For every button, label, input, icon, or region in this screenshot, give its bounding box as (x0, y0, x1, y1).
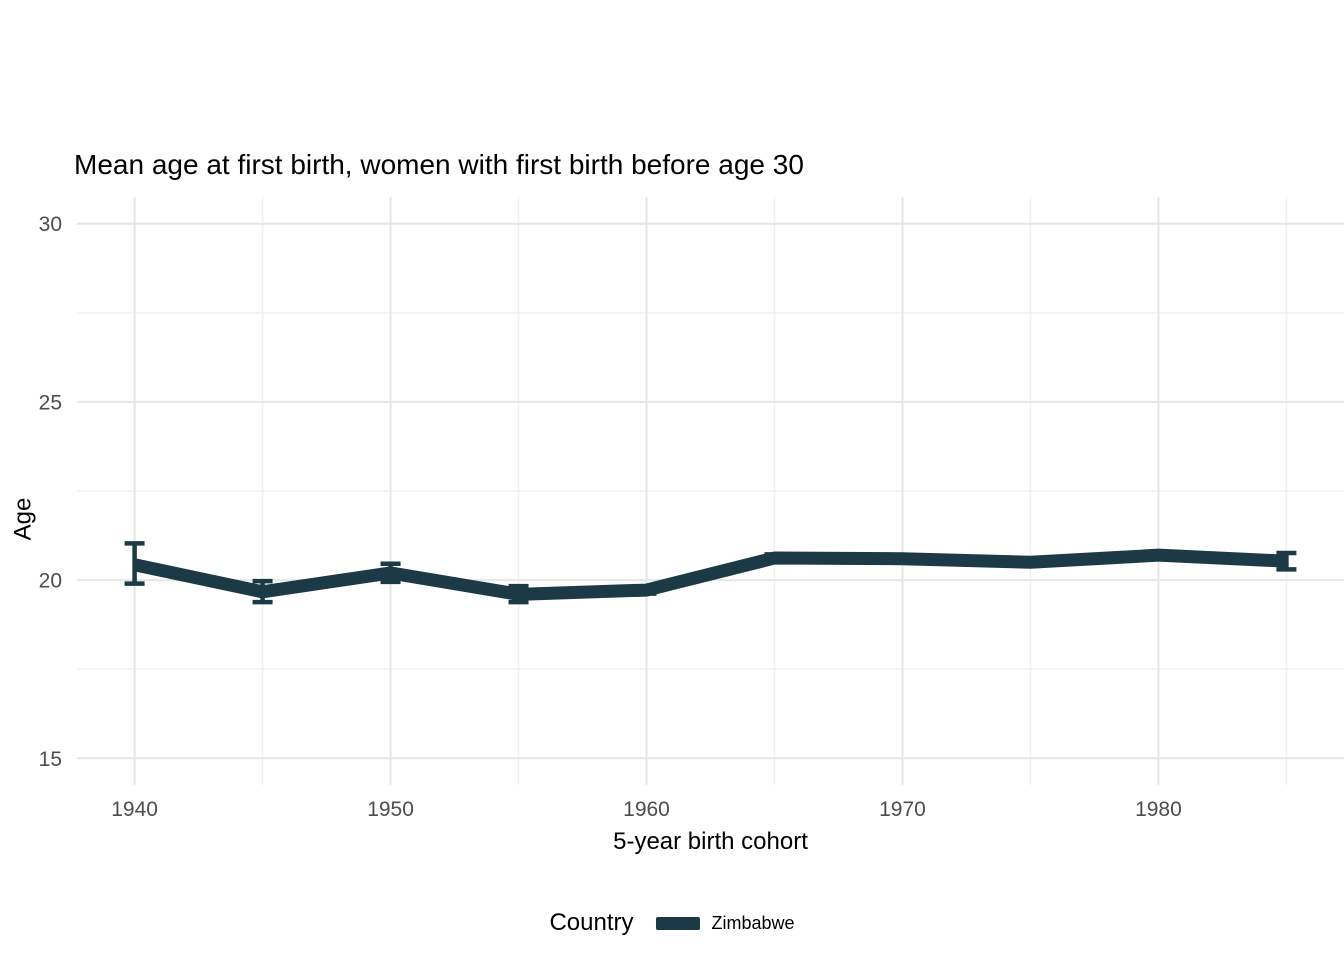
chart-title: Mean age at first birth, women with firs… (74, 149, 804, 180)
legend: Country Zimbabwe (0, 903, 1344, 943)
y-axis-title: Age (9, 497, 37, 541)
y-tick-label: 20 (39, 570, 62, 593)
x-tick-label: 1970 (879, 798, 926, 821)
data-line-zimbabwe (133, 548, 1287, 601)
x-tick-label: 1980 (1135, 798, 1182, 821)
y-tick-label: 15 (39, 748, 62, 771)
x-axis-title: 5-year birth cohort (613, 828, 808, 855)
y-tick-label: 30 (39, 213, 62, 236)
legend-title: Country (549, 909, 634, 936)
legend-line-swatch (655, 916, 700, 930)
y-tick-label: 25 (39, 391, 62, 414)
x-tick-label: 1940 (111, 798, 158, 821)
x-tick-label: 1960 (623, 798, 670, 821)
x-tick-label: 1950 (367, 798, 414, 821)
legend-item-label: Zimbabwe (711, 912, 795, 933)
